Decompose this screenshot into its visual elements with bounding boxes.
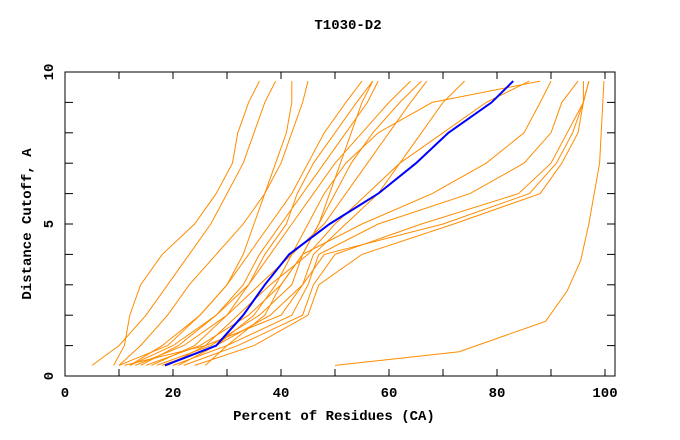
x-axis-label: Percent of Residues (CA): [233, 409, 435, 425]
x-tick-label: 20: [165, 386, 182, 402]
x-tick-labels: 0 20 40 60 80 100: [61, 386, 618, 402]
series-lines: [91, 80, 605, 367]
highlight-series-line: [164, 80, 514, 367]
series-line-13: [194, 80, 590, 366]
series-line-5: [140, 80, 379, 366]
x-tick-label: 100: [592, 386, 617, 402]
series-line-2: [113, 80, 260, 366]
series-line-4: [129, 80, 363, 366]
axis-ticks: [65, 71, 615, 376]
y-tick-label: 0: [42, 372, 58, 380]
series-line-18: [129, 80, 374, 366]
series-line-20: [334, 81, 605, 366]
series-line-15: [167, 80, 530, 366]
series-line-6: [151, 80, 411, 366]
series-line-12: [124, 81, 584, 366]
series-line-16: [178, 80, 541, 366]
chart-title: T1030-D2: [314, 18, 381, 34]
y-tick-labels: 0 5 10: [42, 64, 58, 381]
series-line-11: [183, 80, 590, 366]
x-tick-label: 60: [381, 386, 398, 402]
x-tick-label: 0: [61, 386, 69, 402]
x-tick-label: 80: [489, 386, 506, 402]
y-tick-label: 5: [42, 220, 58, 228]
series-line-3: [118, 80, 309, 366]
series-line-1: [91, 80, 277, 366]
series-line-14: [156, 80, 552, 366]
x-tick-label: 40: [273, 386, 290, 402]
series-line-17: [205, 80, 374, 366]
y-tick-label: 10: [42, 64, 58, 81]
series-line-19: [118, 81, 293, 366]
series-line-10: [172, 80, 579, 366]
y-axis-label: Distance Cutoff, A: [20, 148, 36, 300]
